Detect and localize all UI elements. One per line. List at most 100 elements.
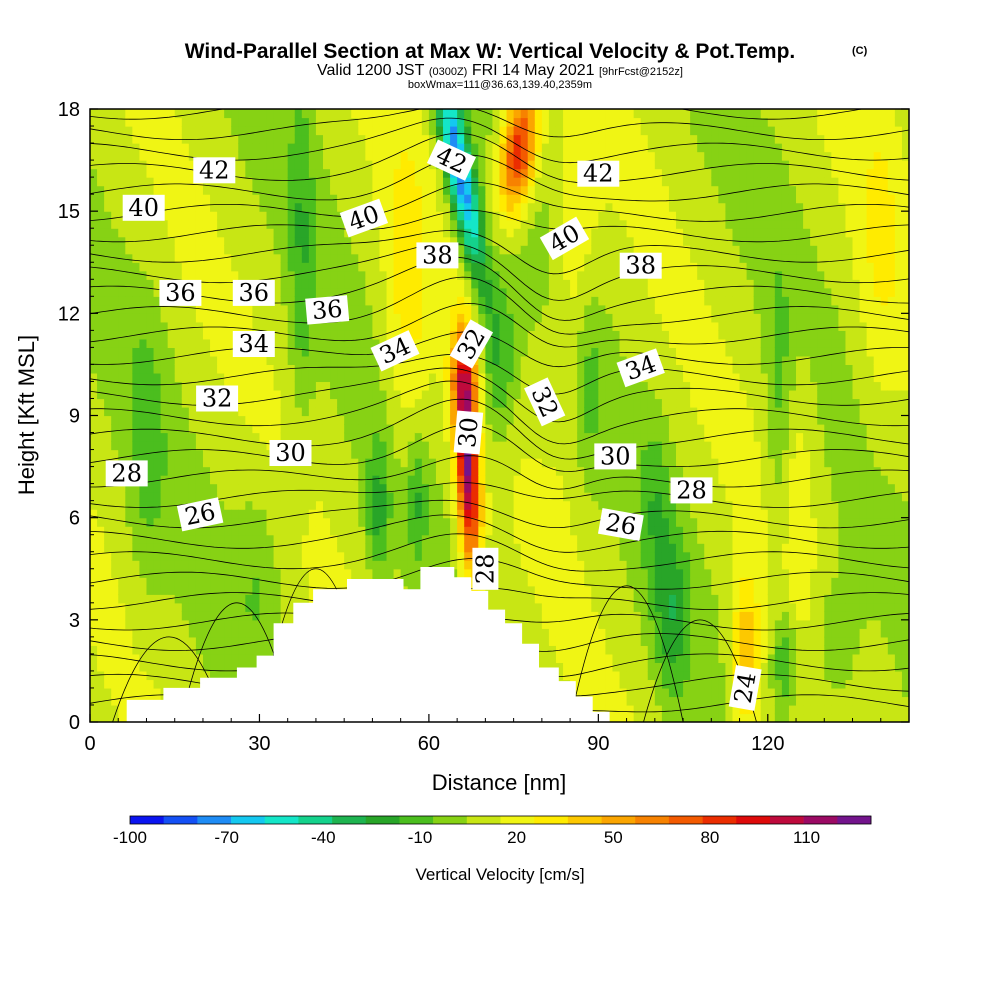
field-cell	[139, 151, 148, 161]
field-cell	[280, 517, 289, 527]
field-cell	[167, 219, 176, 229]
field-cell	[153, 372, 162, 383]
field-cell	[534, 168, 543, 178]
field-cell	[280, 143, 289, 153]
field-cell	[563, 619, 571, 629]
field-cell	[97, 296, 105, 306]
field-cell	[301, 245, 310, 255]
field-cell	[280, 262, 289, 272]
field-cell	[492, 219, 501, 229]
field-cell	[443, 458, 451, 468]
field-cell	[252, 475, 261, 485]
field-cell	[421, 185, 430, 195]
field-cell	[435, 347, 444, 357]
field-cell	[97, 602, 105, 612]
field-cell	[457, 236, 465, 246]
field-cell	[301, 415, 310, 425]
field-cell	[90, 492, 98, 502]
field-cell	[97, 628, 105, 638]
field-cell	[379, 177, 388, 187]
field-cell	[563, 355, 571, 366]
field-cell	[231, 577, 239, 587]
field-cell	[534, 526, 543, 536]
field-cell	[210, 117, 218, 127]
field-cell	[450, 389, 458, 400]
field-cell	[217, 279, 225, 289]
field-cell	[224, 406, 232, 417]
field-cell	[372, 381, 381, 391]
field-cell	[485, 475, 494, 485]
field-cell	[372, 228, 381, 238]
field-cell	[435, 372, 444, 383]
field-cell	[555, 270, 564, 280]
field-cell	[280, 228, 289, 238]
field-cell	[478, 304, 486, 314]
field-cell	[322, 330, 331, 340]
field-cell	[534, 219, 543, 229]
field-cell	[478, 492, 486, 502]
field-cell	[139, 441, 148, 451]
field-cell	[90, 406, 98, 417]
field-cell	[435, 509, 444, 519]
field-cell	[570, 279, 578, 289]
field-cell	[153, 543, 162, 553]
field-cell	[499, 143, 508, 153]
field-cell	[322, 160, 331, 170]
field-cell	[322, 270, 331, 280]
field-cell	[414, 211, 423, 221]
field-cell	[471, 211, 479, 221]
field-cell	[125, 619, 133, 629]
field-cell	[499, 534, 508, 544]
field-cell	[174, 534, 183, 544]
field-cell	[210, 653, 218, 663]
field-cell	[301, 126, 310, 136]
field-cell	[210, 304, 218, 314]
field-cell	[252, 321, 261, 331]
field-cell	[245, 406, 253, 417]
field-cell	[414, 475, 423, 485]
field-cell	[330, 177, 338, 187]
field-cell	[90, 168, 98, 178]
field-cell	[118, 500, 126, 510]
field-cell	[344, 406, 352, 417]
field-cell	[210, 466, 218, 476]
field-cell	[414, 185, 423, 195]
field-cell	[513, 262, 522, 272]
field-cell	[485, 458, 494, 468]
field-cell	[160, 389, 169, 400]
field-cell	[563, 577, 571, 587]
field-cell	[570, 449, 578, 459]
field-cell	[513, 509, 522, 519]
field-cell	[322, 279, 331, 289]
field-cell	[195, 143, 204, 153]
field-cell	[485, 543, 494, 553]
field-cell	[485, 381, 494, 391]
field-cell	[563, 560, 571, 570]
field-cell	[252, 534, 261, 544]
field-cell	[167, 194, 176, 204]
field-cell	[520, 602, 529, 612]
field-cell	[266, 645, 275, 655]
field-cell	[344, 151, 352, 161]
field-cell	[365, 228, 374, 238]
field-cell	[520, 534, 529, 544]
field-cell	[195, 424, 204, 434]
field-cell	[513, 526, 522, 536]
field-cell	[435, 287, 444, 297]
field-cell	[527, 143, 536, 153]
field-cell	[273, 228, 282, 238]
field-cell	[231, 202, 239, 212]
field-cell	[273, 381, 282, 391]
field-cell	[457, 211, 465, 221]
field-cell	[160, 185, 169, 195]
field-cell	[372, 560, 381, 570]
field-cell	[527, 432, 536, 442]
field-cell	[570, 321, 578, 331]
field-cell	[259, 458, 268, 468]
field-cell	[457, 321, 465, 331]
field-cell	[520, 202, 529, 212]
field-cell	[344, 364, 352, 374]
field-cell	[132, 577, 141, 587]
field-cell	[118, 577, 126, 587]
field-cell	[478, 526, 486, 536]
